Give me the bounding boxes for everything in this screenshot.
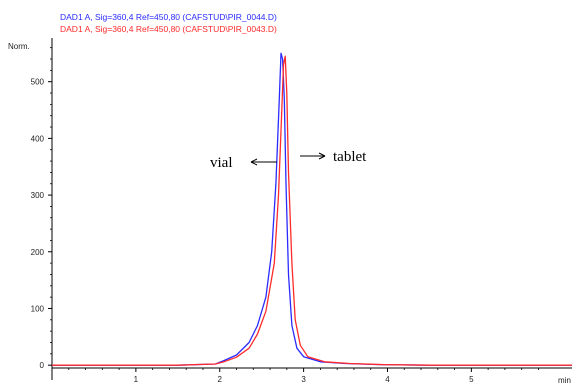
series-line-1 [52,55,572,366]
x-tick-label: 3 [301,375,306,384]
legend-label-1: DAD1 A, Sig=360,4 Ref=450,80 (CAFSTUD\PI… [60,24,277,34]
legend-entry-0: DAD1 A, Sig=360,4 Ref=450,80 (CAFSTUD\PI… [60,7,277,25]
axes: Norm. min 0 100 200 300 400 500 1 2 3 4 5 [8,38,572,385]
annotation-vial-arrowhead [250,158,258,166]
series-layer [52,52,572,366]
y-tick-label: 200 [31,248,45,257]
x-tick-label: 4 [385,375,390,384]
x-tick-label: 2 [218,375,223,384]
y-tick-label: 400 [31,134,45,143]
x-axis-label: min [558,376,571,385]
series-line-0 [52,52,572,366]
x-tick-label: 5 [469,375,474,384]
y-tick-label: 100 [31,304,45,313]
y-tick-label: 0 [40,361,45,370]
annotation-vial: vial [210,155,233,171]
annotation-layer: vial tablet [210,149,367,171]
x-tick-label: 1 [134,375,139,384]
y-tick-label: 500 [31,78,45,87]
legend-entry-1: DAD1 A, Sig=360,4 Ref=450,80 (CAFSTUD\PI… [60,19,277,37]
annotation-tablet-arrowhead [318,152,326,160]
annotation-tablet: tablet [333,149,367,165]
y-tick-label: 300 [31,191,45,200]
y-axis-label: Norm. [8,42,30,51]
legend-label-0: DAD1 A, Sig=360,4 Ref=450,80 (CAFSTUD\PI… [60,12,277,22]
